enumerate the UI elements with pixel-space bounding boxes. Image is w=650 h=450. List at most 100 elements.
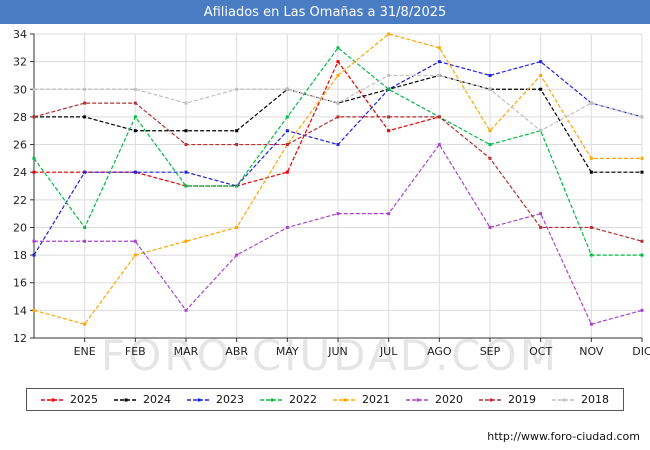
y-tick-label: 18 (13, 249, 27, 262)
legend-item-2021: 2021 (325, 393, 398, 406)
series-point-2023 (184, 170, 188, 174)
legend-swatch-2019 (479, 398, 503, 401)
series-point-2024 (133, 129, 137, 133)
series-point-2018 (235, 87, 239, 91)
x-tick-label: JUL (379, 345, 398, 358)
series-point-2021 (133, 253, 137, 257)
series-point-2020 (184, 308, 188, 312)
x-tick-label: AGO (427, 345, 452, 358)
series-point-2020 (32, 239, 36, 243)
series-point-2018 (336, 101, 340, 105)
series-point-2018 (133, 87, 137, 91)
series-point-2020 (133, 239, 137, 243)
legend-marker-2020 (416, 398, 420, 401)
series-point-2019 (235, 143, 239, 147)
series-point-2025 (387, 129, 391, 133)
legend-label-2025: 2025 (70, 393, 98, 406)
series-point-2022 (589, 253, 593, 257)
y-tick-label: 14 (13, 304, 27, 317)
legend-swatch-2023 (187, 398, 211, 401)
series-point-2025 (285, 170, 289, 174)
legend-item-2024: 2024 (106, 393, 179, 406)
series-point-2024 (83, 115, 87, 119)
series-point-2019 (83, 101, 87, 105)
y-tick-label: 16 (13, 277, 27, 290)
series-point-2018 (32, 87, 36, 91)
series-point-2020 (640, 308, 644, 312)
legend: 2025 2024 2023 2022 2021 2020 2019 2018 (26, 388, 624, 411)
series-point-2025 (336, 60, 340, 64)
legend-label-2019: 2019 (508, 393, 536, 406)
x-tick-label: ENE (74, 345, 96, 358)
page-title: Afiliados en Las Omañas a 31/8/2025 (203, 4, 447, 20)
series-point-2024 (640, 170, 644, 174)
series-point-2019 (437, 115, 441, 119)
x-tick-label: MAY (276, 345, 299, 358)
watermark: FORO-CIUDAD.COM (101, 331, 559, 380)
legend-label-2022: 2022 (289, 393, 317, 406)
series-point-2020 (235, 253, 239, 257)
legend-swatch-2020 (406, 398, 430, 401)
series-point-2019 (336, 115, 340, 119)
series-point-2019 (387, 115, 391, 119)
series-point-2019 (133, 101, 137, 105)
legend-item-2023: 2023 (179, 393, 252, 406)
legend-swatch-2021 (333, 398, 357, 401)
series-point-2022 (133, 115, 137, 119)
legend-item-2018: 2018 (544, 393, 617, 406)
series-point-2020 (285, 225, 289, 229)
series-point-2022 (184, 184, 188, 188)
y-tick-label: 28 (13, 111, 27, 124)
series-point-2019 (640, 239, 644, 243)
series-point-2021 (336, 73, 340, 77)
legend-marker-2021 (343, 398, 347, 401)
legend-swatch-2022 (260, 398, 284, 401)
series-point-2020 (387, 212, 391, 216)
x-tick-label: JUN (327, 345, 348, 358)
series-point-2022 (640, 253, 644, 257)
legend-label-2023: 2023 (216, 393, 244, 406)
series-point-2018 (640, 115, 644, 119)
series-point-2018 (184, 101, 188, 105)
y-tick-label: 12 (13, 332, 27, 345)
legend-label-2021: 2021 (362, 393, 390, 406)
legend-label-2018: 2018 (581, 393, 609, 406)
series-point-2023 (285, 129, 289, 133)
series-point-2022 (336, 46, 340, 50)
series-point-2024 (539, 87, 543, 91)
series-point-2024 (184, 129, 188, 133)
legend-item-2020: 2020 (398, 393, 471, 406)
series-point-2018 (589, 101, 593, 105)
series-point-2021 (437, 46, 441, 50)
series-point-2021 (539, 73, 543, 77)
y-tick-label: 32 (13, 56, 27, 69)
series-point-2021 (387, 32, 391, 36)
series-point-2020 (83, 239, 87, 243)
series-point-2023 (32, 253, 36, 257)
x-tick-label: NOV (579, 345, 604, 358)
series-point-2023 (83, 170, 87, 174)
legend-marker-2022 (270, 398, 274, 401)
legend-swatch-2024 (114, 398, 138, 401)
x-tick-label: DIC (632, 345, 650, 358)
x-tick-label: FEB (125, 345, 146, 358)
footer-url-link[interactable]: http://www.foro-ciudad.com (487, 430, 640, 443)
series-point-2023 (539, 60, 543, 64)
y-tick-label: 30 (13, 83, 27, 96)
legend-marker-2019 (489, 398, 493, 401)
legend-item-2022: 2022 (252, 393, 325, 406)
series-point-2018 (285, 87, 289, 91)
title-bar: Afiliados en Las Omañas a 31/8/2025 (0, 0, 650, 24)
legend-swatch-2025 (41, 398, 65, 401)
series-point-2022 (387, 87, 391, 91)
line-chart: 12 14 16 18 20 22 24 26 28 30 32 34 ENE FEB MAR ABR MAY J… (13, 28, 650, 380)
legend-marker-2018 (562, 398, 566, 401)
series-point-2021 (640, 156, 644, 160)
y-tick-label: 20 (13, 221, 27, 234)
series-point-2020 (336, 212, 340, 216)
x-tick-label: OCT (529, 345, 552, 358)
series-point-2019 (184, 143, 188, 147)
series-point-2018 (539, 129, 543, 133)
series-point-2021 (184, 239, 188, 243)
